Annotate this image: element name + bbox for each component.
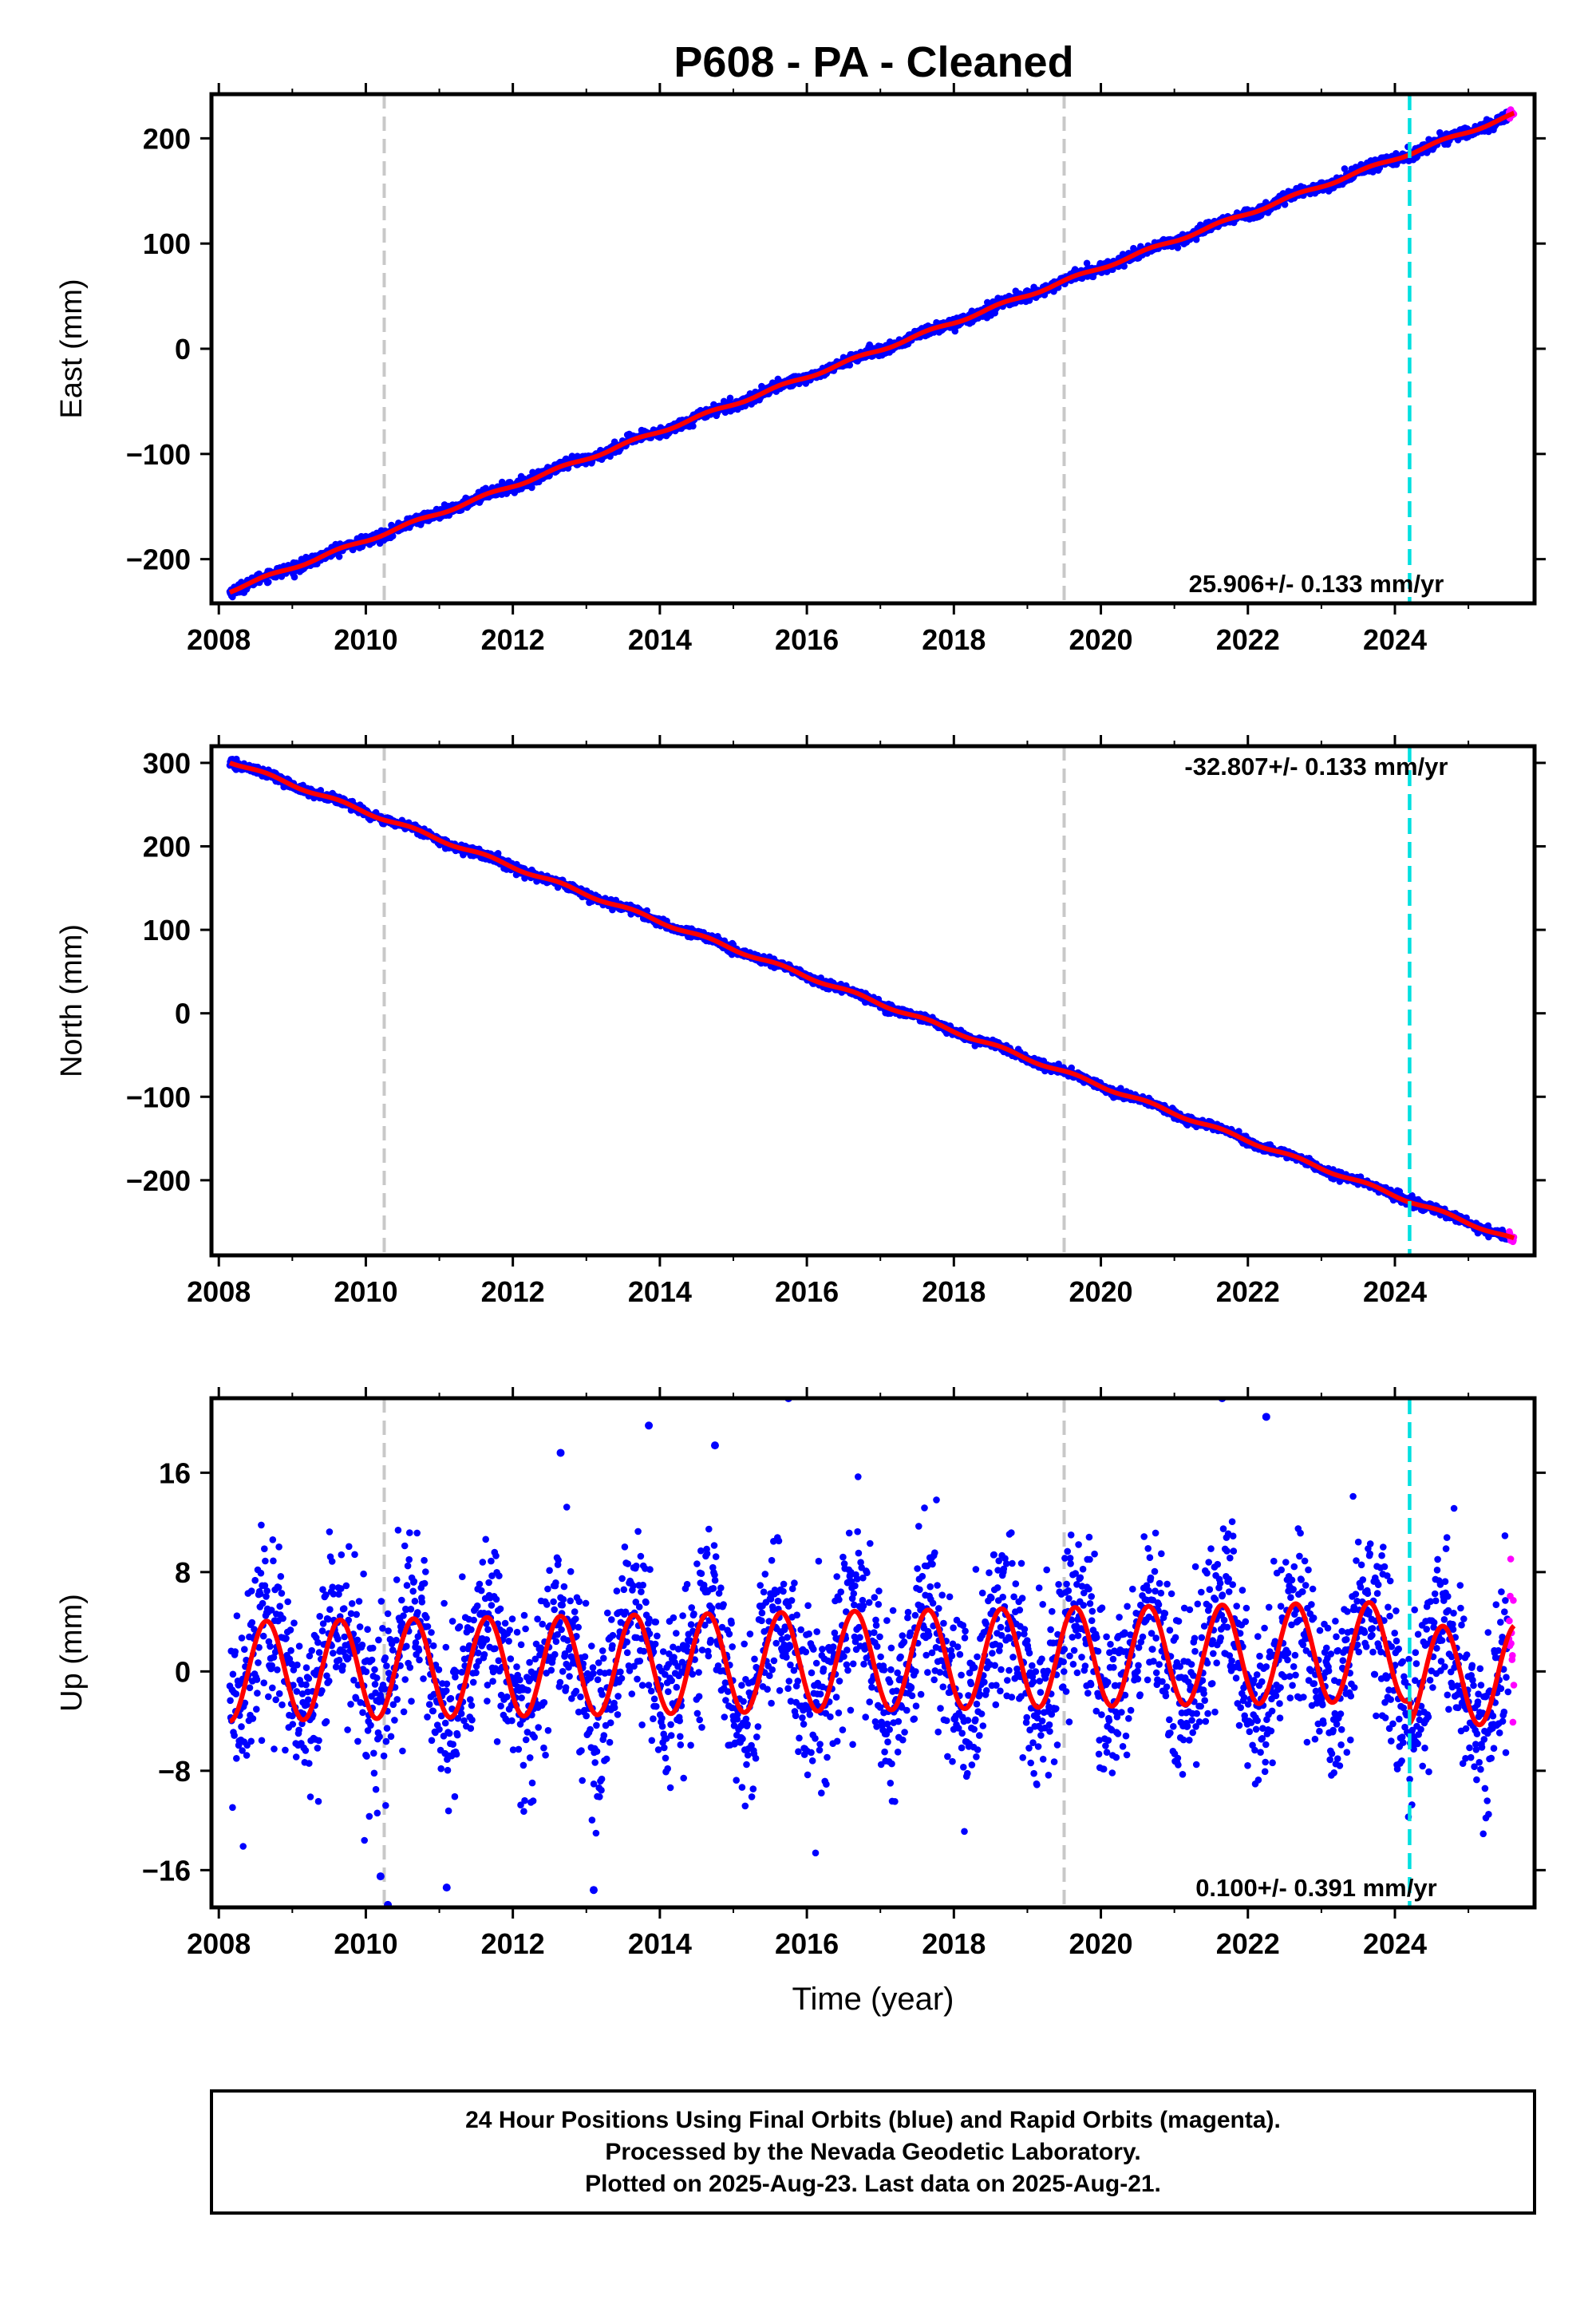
x-tick-label: 2018: [922, 623, 986, 656]
x-tick-label: 2020: [1069, 623, 1132, 656]
x-tick-label: 2008: [187, 623, 251, 656]
final-orbit-point: [846, 362, 854, 369]
east-model-line: [227, 110, 1516, 595]
y-tick-label: 0: [175, 333, 191, 366]
east-data-area: [226, 94, 1518, 603]
east-panel: 2008 2010 2012 2014 2016 2018 2020 2022 2024 −200…: [55, 83, 1546, 656]
x-tick-label: 2022: [1216, 623, 1280, 656]
x-tick-label: 2012: [481, 623, 545, 656]
final-orbit-point: [689, 422, 697, 430]
final-orbit-point: [335, 553, 343, 560]
final-orbit-point: [1174, 244, 1182, 251]
final-orbit-point: [389, 532, 397, 539]
final-orbit-point: [726, 394, 734, 402]
final-orbit-point: [265, 579, 272, 586]
east-rate-label: 25.906+/- 0.133 mm/yr: [1189, 570, 1444, 598]
final-orbit-point: [1120, 263, 1128, 270]
x-tick-label: 2016: [775, 623, 839, 656]
north-data-area: [226, 746, 1518, 1255]
final-orbit-point: [290, 573, 298, 581]
y-tick-label: 100: [143, 227, 191, 260]
x-tick-label: 2024: [1363, 623, 1427, 656]
x-tick-label: 2010: [334, 623, 397, 656]
x-tick-label: 2014: [628, 623, 692, 656]
y-tick-label: −100: [126, 438, 191, 471]
y-tick-label: −200: [126, 543, 191, 576]
final-orbit-point: [1281, 200, 1289, 208]
east-axis-label: East (mm): [55, 279, 89, 418]
figure-title: P608 - PA - Cleaned: [674, 38, 1073, 86]
y-tick-label: 200: [143, 122, 191, 155]
north-panel: 2008 2010 2012 2014 2016 2018 2020 2022 2024−200…: [55, 735, 1546, 1308]
